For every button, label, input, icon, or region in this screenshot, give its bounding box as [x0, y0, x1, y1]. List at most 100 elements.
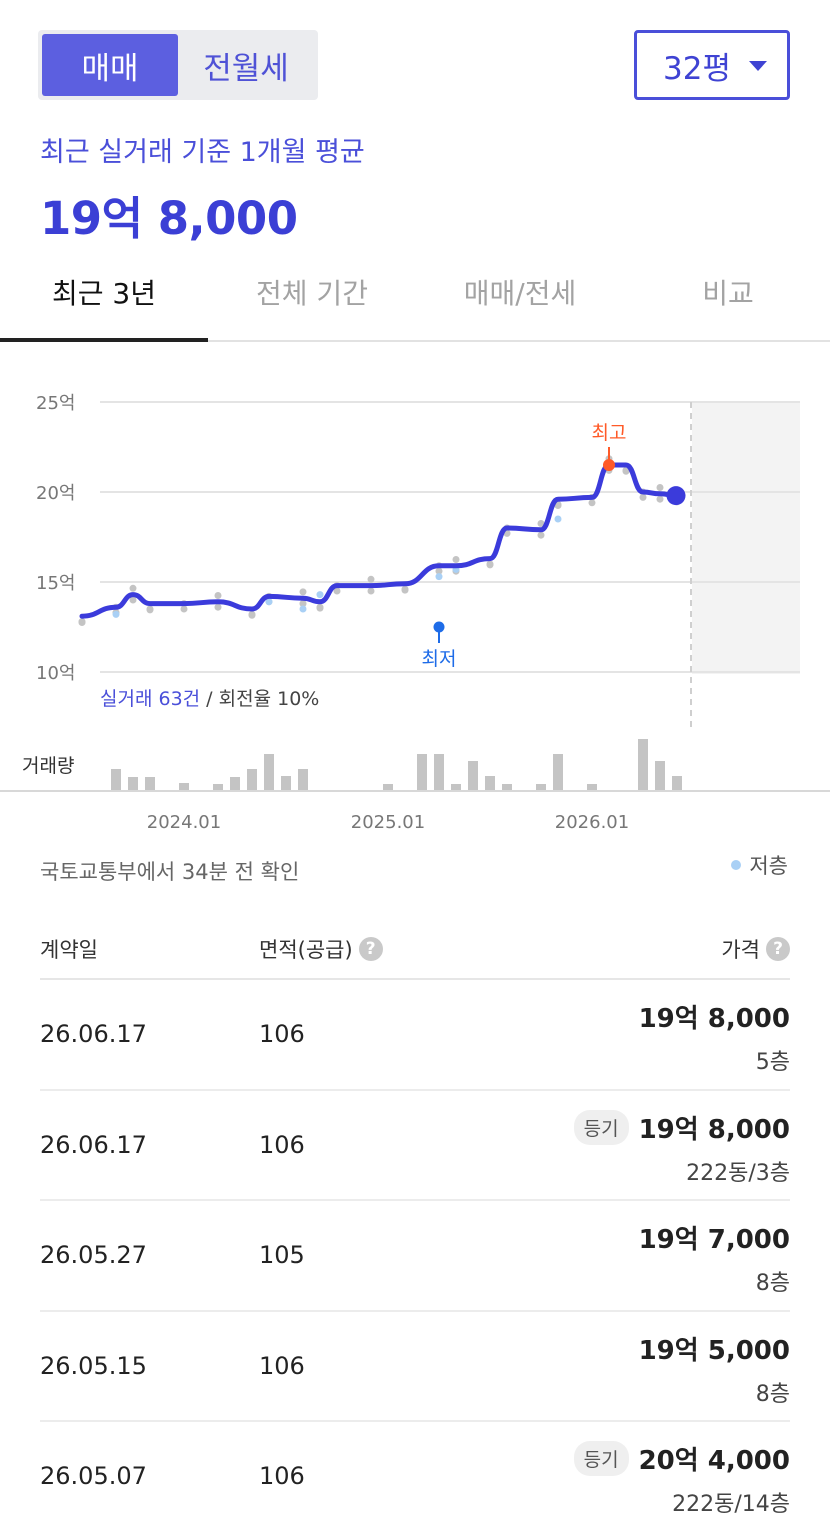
- transaction-point: [146, 605, 154, 613]
- volume-bar: [281, 776, 291, 791]
- volume-bar: [655, 761, 665, 791]
- x-tick-label: 2026.01: [555, 812, 629, 833]
- transactions-summary: 실거래 63건 / 회전율 10%: [100, 688, 319, 710]
- tab-sale-vs-lease[interactable]: 매매/전세: [463, 277, 577, 310]
- transaction-point: [401, 585, 409, 593]
- volume-bar: [417, 754, 427, 791]
- transaction-point: [78, 618, 86, 626]
- table-row[interactable]: 26.06.17 106 19억 8,000 5층: [40, 980, 790, 1091]
- supply-area: 105: [259, 1241, 305, 1269]
- transaction-point: [588, 499, 596, 507]
- deal-price: 20억 4,000: [638, 1446, 790, 1476]
- size-dropdown[interactable]: 32평: [634, 30, 790, 100]
- y-tick-label: 15억: [36, 573, 75, 594]
- low-floor-point: [316, 591, 324, 599]
- volume-bar: [553, 754, 563, 791]
- transaction-point: [299, 600, 307, 608]
- transaction-point: [435, 567, 443, 575]
- supply-area: 106: [259, 1462, 305, 1490]
- column-area: 면적(공급) ?: [259, 934, 383, 964]
- volume-bar: [213, 784, 223, 791]
- update-note: 국토교통부에서 34분 전 확인: [40, 860, 300, 884]
- floor-info: 5층: [755, 1050, 790, 1075]
- trade-type-rent-button[interactable]: 전월세: [203, 50, 289, 87]
- table-row[interactable]: 26.05.15 106 19억 5,000 8층: [40, 1312, 790, 1422]
- table-row[interactable]: 26.05.27 105 19억 7,000 8층: [40, 1201, 790, 1312]
- high-label: 최고: [592, 422, 627, 444]
- y-axis-labels: 25억 20억 15억 10억: [36, 393, 75, 684]
- volume-bar: [128, 777, 138, 791]
- transactions-table-header: 계약일 면적(공급) ? 가격 ?: [40, 914, 790, 980]
- x-axis-labels: 2024.01 2025.01 2026.01: [147, 812, 629, 833]
- transaction-point: [486, 560, 494, 568]
- y-tick-label: 10억: [36, 663, 75, 684]
- transaction-point: [129, 596, 137, 604]
- volume-bar: [145, 777, 155, 791]
- tab-compare[interactable]: 비교: [702, 277, 754, 310]
- volume-bar: [230, 777, 240, 791]
- contract-date: 26.05.07: [40, 1462, 147, 1490]
- contract-date: 26.06.17: [40, 1020, 147, 1048]
- transaction-point: [537, 520, 545, 527]
- tab-recent-3-years[interactable]: 최근 3년: [52, 277, 156, 310]
- volume-bar: [247, 769, 257, 791]
- table-row[interactable]: 26.06.17 106 등기 19억 8,000 222동/3층: [40, 1091, 790, 1201]
- registered-badge: 등기: [573, 1109, 629, 1145]
- transaction-point: [248, 610, 256, 618]
- low-floor-point: [554, 515, 562, 523]
- contract-date: 26.06.17: [40, 1130, 147, 1159]
- price-cell: 등기 20억 4,000: [573, 1440, 790, 1477]
- transaction-point: [452, 556, 460, 563]
- forecast-area: [692, 402, 800, 674]
- table-row[interactable]: 26.05.07 106 등기 20억 4,000 222동/14층: [40, 1422, 790, 1530]
- floor-info: 8층: [755, 1271, 790, 1296]
- volume-bar: [502, 784, 512, 791]
- help-icon[interactable]: ?: [358, 937, 383, 961]
- volume-bar: [434, 754, 444, 791]
- low-floor-point: [435, 573, 443, 581]
- legend-low-floor-label: 저층: [749, 854, 788, 878]
- volume-bar: [298, 769, 308, 791]
- price-trend-line: [79, 462, 680, 619]
- floor-info: 222동/3층: [686, 1160, 790, 1186]
- volume-bar: [451, 784, 461, 791]
- price-cell: 19억 5,000: [639, 1330, 790, 1367]
- transaction-point: [367, 587, 375, 595]
- floor-info: 222동/14층: [672, 1492, 790, 1517]
- volume-bars: [111, 739, 682, 791]
- transaction-point: [367, 575, 375, 583]
- transaction-point: [299, 588, 307, 596]
- low-label: 최저: [422, 648, 457, 670]
- price-cell: 19억 8,000: [639, 998, 790, 1035]
- trade-type-sale-button[interactable]: 매매: [42, 34, 178, 96]
- tab-all-period[interactable]: 전체 기간: [256, 277, 368, 310]
- floor-info: 8층: [755, 1381, 790, 1407]
- transaction-point: [316, 603, 324, 611]
- caret-down-icon: [749, 61, 767, 71]
- volume-bar: [672, 776, 682, 791]
- volume-bar: [638, 739, 648, 791]
- x-tick-label: 2025.01: [351, 812, 425, 833]
- low-floor-point: [265, 598, 273, 606]
- trade-type-toggle: 매매 전월세: [38, 30, 318, 100]
- transaction-point: [639, 493, 647, 501]
- average-price-caption: 최근 실거래 기준 1개월 평균: [40, 137, 365, 168]
- deal-price: 19억 7,000: [638, 1225, 790, 1255]
- supply-area: 106: [259, 1130, 305, 1159]
- help-icon[interactable]: ?: [766, 937, 790, 961]
- transaction-point: [537, 531, 545, 539]
- transaction-point: [214, 603, 222, 611]
- volume-bar: [468, 761, 478, 791]
- y-tick-label: 25억: [36, 393, 75, 414]
- registered-badge: 등기: [573, 1441, 629, 1476]
- transactions-table: 26.06.17 106 19억 8,000 5층 26.06.17 106 등기 19억 8…: [40, 980, 790, 1530]
- transaction-point: [214, 592, 222, 599]
- deal-price: 19억 8,000: [638, 1004, 790, 1034]
- low-floor-dot-icon: [731, 860, 742, 870]
- deal-price: 19억 5,000: [638, 1335, 790, 1366]
- volume-bar: [111, 769, 121, 791]
- transaction-point: [656, 495, 664, 503]
- legend-low-floor: 저층: [731, 850, 788, 880]
